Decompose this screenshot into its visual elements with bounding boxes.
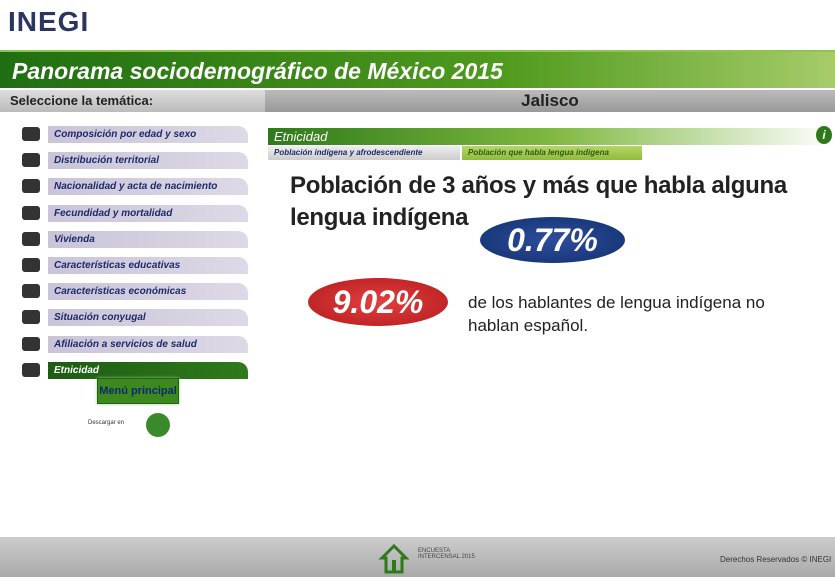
logo: INEGI [8,6,90,37]
heading: Población de 3 años y más que habla algu… [290,172,787,231]
menu-item[interactable]: Afiliación a servicios de salud [48,335,248,353]
menu-icon [22,336,40,351]
menu-item[interactable]: Composición por edad y sexo [48,126,248,143]
footer-logo-icon [378,543,410,574]
tab[interactable]: Población indígena y afrodescendiente [268,146,460,160]
menu-item[interactable]: Vivienda [48,230,248,248]
tab-active[interactable]: Población que habla lengua indígena [462,146,642,160]
menu-icon [22,127,40,141]
menu-icon [22,284,40,299]
main-menu-button[interactable]: Menú principal [97,378,179,404]
menu-item[interactable]: Nacionalidad y acta de nacimiento [48,178,248,196]
region: Jalisco [265,90,835,112]
footer-logo-text: ENCUESTA INTERCENSAL 2015 [418,548,475,560]
menu-icon [22,205,40,220]
stat-badge: 0.77% [480,217,625,263]
menu-icon [22,258,40,272]
menu-item[interactable]: Características educativas [48,257,248,274]
menu-icon [22,179,40,194]
menu-icon [22,310,40,325]
menu-icon [22,231,40,246]
download-icon[interactable] [146,413,170,437]
section-title: Etnicidad [268,128,835,145]
menu-icon [22,153,40,168]
rights: Derechos Reservados © INEGI [720,555,832,564]
select-label: Seleccione la temática: [0,90,265,112]
info-icon[interactable]: i [816,126,832,144]
banner: Panorama sociodemográfico de México 2015 [0,50,835,88]
menu-item[interactable]: Distribución territorial [48,152,248,170]
menu-item[interactable]: Fecundidad y mortalidad [48,204,248,222]
menu-item[interactable]: Etnicidad [48,361,248,379]
download-label: Descargar en [88,420,125,426]
stat-badge: 9.02% [308,278,448,326]
menu-icon [22,362,40,377]
footer [0,537,835,577]
menu-item[interactable]: Situación conyugal [48,309,248,327]
stat-text: de los hablantes de lengua indígena no h… [468,293,765,335]
menu-item[interactable]: Características económicas [48,283,248,301]
